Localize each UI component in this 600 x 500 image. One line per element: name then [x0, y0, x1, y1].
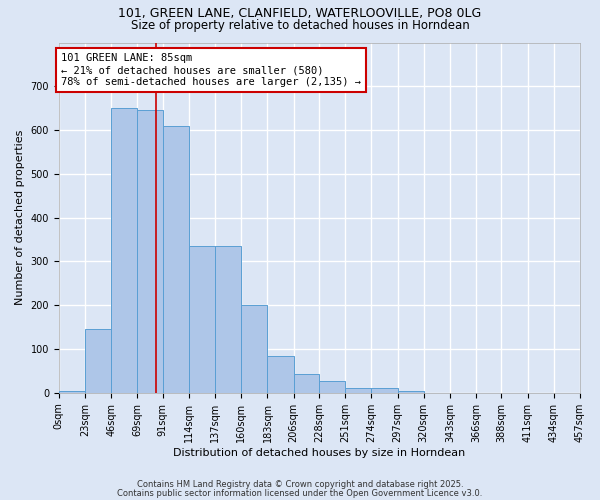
Bar: [319, 381, 345, 393]
Text: 101, GREEN LANE, CLANFIELD, WATERLOOVILLE, PO8 0LG: 101, GREEN LANE, CLANFIELD, WATERLOOVILL…: [118, 8, 482, 20]
Bar: [398, 390, 424, 393]
Text: Contains public sector information licensed under the Open Government Licence v3: Contains public sector information licen…: [118, 488, 482, 498]
Bar: [215, 246, 241, 393]
Bar: [294, 374, 319, 393]
Bar: [268, 356, 294, 393]
Bar: [137, 110, 163, 393]
X-axis label: Distribution of detached houses by size in Horndean: Distribution of detached houses by size …: [173, 448, 466, 458]
Bar: [163, 126, 189, 393]
Bar: [111, 108, 137, 393]
Bar: [345, 388, 371, 393]
Text: 101 GREEN LANE: 85sqm
← 21% of detached houses are smaller (580)
78% of semi-det: 101 GREEN LANE: 85sqm ← 21% of detached …: [61, 54, 361, 86]
Bar: [580, 392, 600, 393]
Y-axis label: Number of detached properties: Number of detached properties: [15, 130, 25, 306]
Bar: [189, 246, 215, 393]
Bar: [85, 330, 111, 393]
Bar: [59, 390, 85, 393]
Bar: [371, 388, 398, 393]
Text: Contains HM Land Registry data © Crown copyright and database right 2025.: Contains HM Land Registry data © Crown c…: [137, 480, 463, 489]
Bar: [241, 306, 268, 393]
Text: Size of property relative to detached houses in Horndean: Size of property relative to detached ho…: [131, 18, 469, 32]
